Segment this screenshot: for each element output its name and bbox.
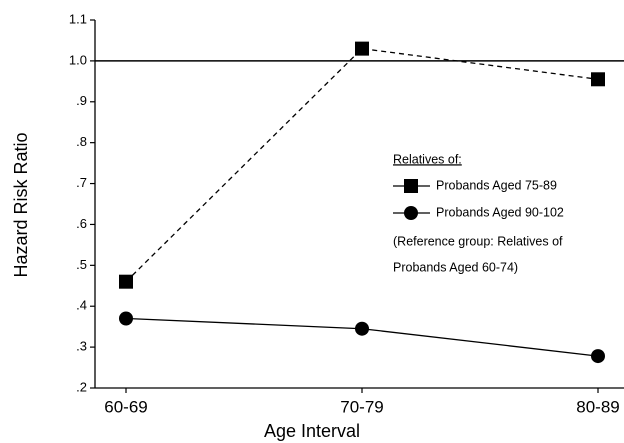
legend-label: Probands Aged 75-89 xyxy=(436,178,557,192)
y-tick-label: 1.1 xyxy=(69,11,87,26)
x-axis-title: Age Interval xyxy=(264,421,360,441)
y-tick-label: .2 xyxy=(76,379,87,394)
x-tick-label: 80-89 xyxy=(576,397,619,416)
legend-label: Probands Aged 90-102 xyxy=(436,205,564,219)
legend-title: Relatives of: xyxy=(393,152,462,166)
x-tick-label: 60-69 xyxy=(104,397,147,416)
y-tick-label: .4 xyxy=(76,298,87,313)
series-line xyxy=(125,47,599,283)
y-tick-label: .3 xyxy=(76,339,87,354)
legend-note: (Reference group: Relatives of xyxy=(393,234,563,248)
legend-marker xyxy=(404,179,418,193)
y-tick-label: .5 xyxy=(76,257,87,272)
legend-marker xyxy=(404,206,418,220)
data-point xyxy=(119,311,133,326)
y-tick-label: .9 xyxy=(76,93,87,108)
data-point xyxy=(355,41,369,56)
y-tick-label: 1.0 xyxy=(69,52,87,67)
data-point xyxy=(591,72,605,87)
data-point xyxy=(119,274,133,289)
data-point xyxy=(591,349,605,364)
legend-note: Probands Aged 60-74) xyxy=(393,260,518,274)
y-tick-label: .6 xyxy=(76,216,87,231)
y-tick-label: .8 xyxy=(76,134,87,149)
x-tick-label: 70-79 xyxy=(340,397,383,416)
data-point xyxy=(355,321,369,336)
y-axis-title: Hazard Risk Ratio xyxy=(11,132,31,277)
y-tick-label: .7 xyxy=(76,175,87,190)
